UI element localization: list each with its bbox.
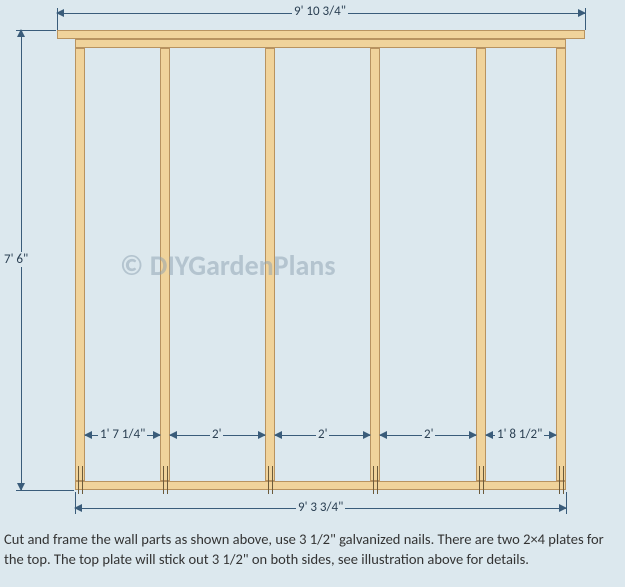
stud-6: [556, 48, 566, 481]
nail-icon: [479, 466, 480, 494]
nail-icon: [167, 466, 168, 494]
nail-icon: [559, 466, 560, 494]
dim-bot-tick-l: [75, 492, 76, 514]
diagram-canvas: 9' 10 3/4" 7' 6" 1' 7 1/4" 2' 2' 2': [0, 0, 625, 587]
dim-sp4-text: 2': [422, 427, 435, 442]
dim-top-text: 9' 10 3/4": [292, 4, 348, 19]
dim-top-tick-l: [57, 8, 58, 30]
dim-sp5-ar: [549, 431, 557, 439]
dim-sp1-text: 1' 7 1/4": [98, 427, 147, 442]
dim-sp3-text: 2': [316, 427, 329, 442]
bottom-plate: [75, 481, 566, 490]
nail-icon: [483, 466, 484, 494]
dim-sp4-ar: [469, 431, 477, 439]
dim-sp2-al: [169, 431, 177, 439]
nail-icon: [272, 466, 273, 494]
nail-icon: [163, 466, 164, 494]
dim-sp4-al: [379, 431, 387, 439]
dim-sp5-text: 1' 8 1/2": [495, 427, 544, 442]
second-plate: [75, 39, 566, 48]
dim-sp3-al: [274, 431, 282, 439]
stud-5: [476, 48, 486, 481]
dim-sp3-ar: [363, 431, 371, 439]
nail-icon: [82, 466, 83, 494]
stud-4: [370, 48, 380, 481]
nail-icon: [563, 466, 564, 494]
dim-sp2-ar: [258, 431, 266, 439]
top-plate: [57, 30, 585, 39]
dim-height-tick-t: [16, 30, 56, 31]
dim-bot-tick-r: [566, 492, 567, 514]
watermark-text: © DIYGardenPlans: [120, 248, 335, 283]
dim-top-tick-r: [585, 8, 586, 30]
dim-sp5-al: [485, 431, 493, 439]
nail-icon: [268, 466, 269, 494]
nail-icon: [78, 466, 79, 494]
dim-sp1-ar: [153, 431, 161, 439]
caption-text: Cut and frame the wall parts as shown ab…: [4, 530, 619, 569]
nail-icon: [377, 466, 378, 494]
nail-icon: [373, 466, 374, 494]
dim-bot-text: 9' 3 3/4": [296, 500, 345, 515]
dim-height-text: 7' 6": [2, 252, 30, 267]
stud-1: [75, 48, 85, 481]
dim-sp2-text: 2': [210, 427, 223, 442]
dim-sp1-al: [84, 431, 92, 439]
dim-height-tick-b: [16, 490, 74, 491]
